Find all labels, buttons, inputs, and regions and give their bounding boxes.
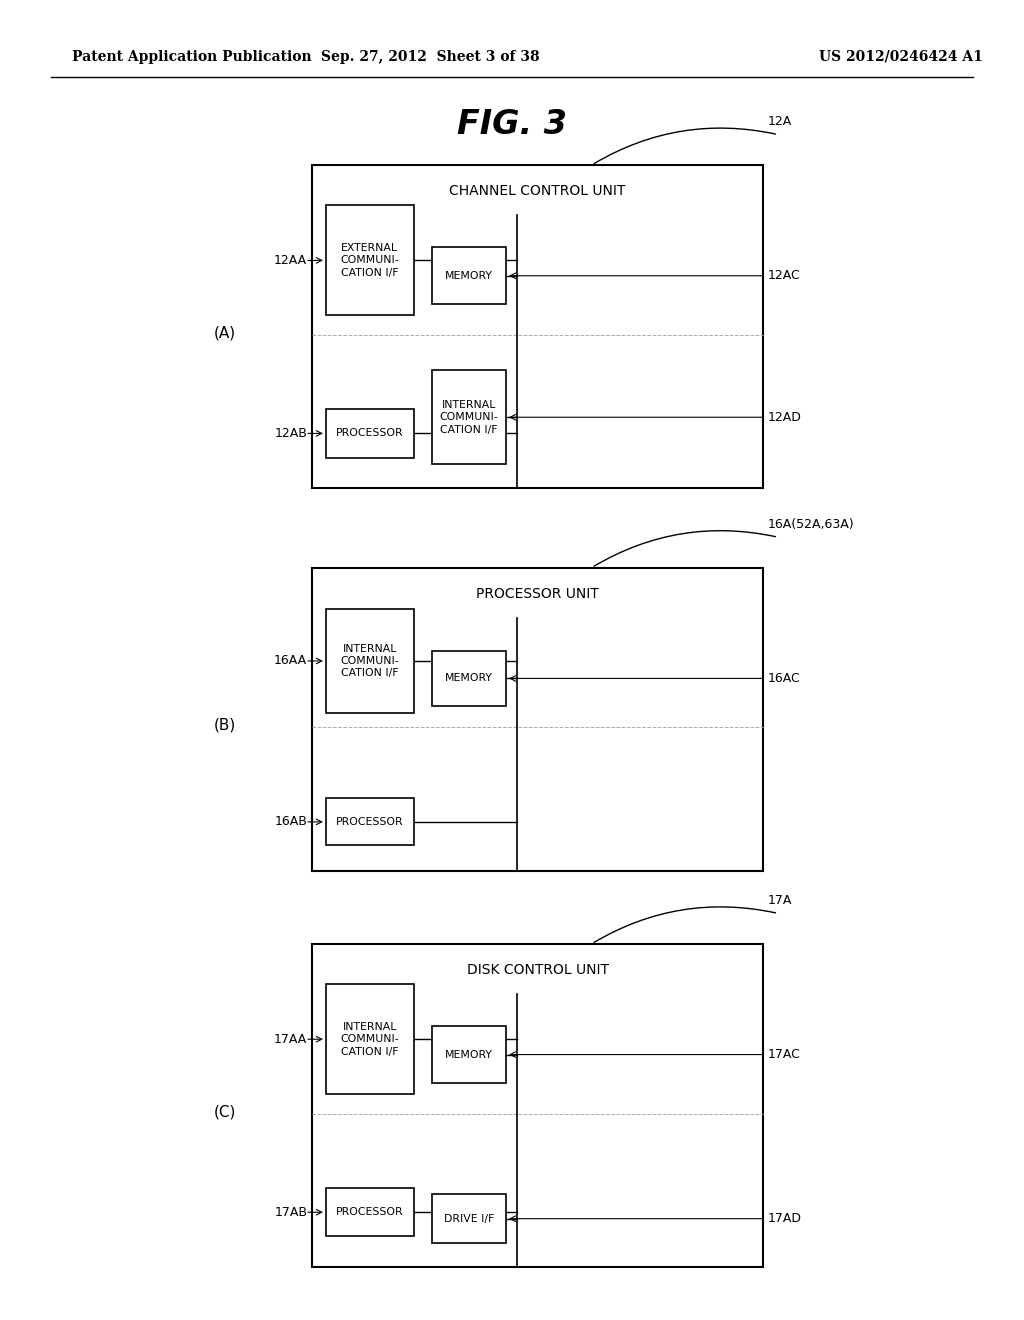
Bar	[432, 371, 506, 465]
Text: 16AC: 16AC	[768, 672, 801, 685]
Text: Sep. 27, 2012  Sheet 3 of 38: Sep. 27, 2012 Sheet 3 of 38	[321, 50, 540, 63]
Text: 16AA: 16AA	[274, 655, 307, 668]
Text: DRIVE I/F: DRIVE I/F	[443, 1213, 494, 1224]
Text: 17AC: 17AC	[768, 1048, 801, 1061]
Text: PROCESSOR: PROCESSOR	[336, 429, 403, 438]
Bar	[432, 1026, 506, 1082]
Bar	[312, 568, 763, 871]
Bar	[326, 206, 414, 315]
Text: 17AB: 17AB	[274, 1205, 307, 1218]
Text: INTERNAL
COMMUNI-
CATION I/F: INTERNAL COMMUNI- CATION I/F	[340, 644, 399, 678]
Text: 12AC: 12AC	[768, 269, 801, 282]
Text: (B): (B)	[214, 718, 237, 733]
Text: MEMORY: MEMORY	[445, 271, 493, 281]
Bar	[326, 985, 414, 1094]
Text: (A): (A)	[214, 326, 237, 341]
Text: 12A: 12A	[768, 115, 793, 128]
Bar	[326, 609, 414, 713]
Text: EXTERNAL
COMMUNI-
CATION I/F: EXTERNAL COMMUNI- CATION I/F	[340, 243, 399, 277]
Bar	[312, 165, 763, 488]
Bar	[312, 944, 763, 1267]
Text: PROCESSOR UNIT: PROCESSOR UNIT	[476, 587, 599, 601]
Text: Patent Application Publication: Patent Application Publication	[72, 50, 311, 63]
Text: 12AA: 12AA	[274, 253, 307, 267]
Text: US 2012/0246424 A1: US 2012/0246424 A1	[819, 50, 983, 63]
Text: PROCESSOR: PROCESSOR	[336, 1208, 403, 1217]
Text: 17AD: 17AD	[768, 1212, 802, 1225]
Bar	[326, 1188, 414, 1237]
Bar	[326, 409, 414, 458]
Bar	[432, 651, 506, 706]
Text: (C): (C)	[214, 1105, 237, 1119]
Text: MEMORY: MEMORY	[445, 1049, 493, 1060]
Bar	[326, 799, 414, 845]
Text: 17A: 17A	[768, 894, 793, 907]
Text: CHANNEL CONTROL UNIT: CHANNEL CONTROL UNIT	[450, 185, 626, 198]
Text: PROCESSOR: PROCESSOR	[336, 817, 403, 826]
Text: 12AB: 12AB	[274, 426, 307, 440]
Text: INTERNAL
COMMUNI-
CATION I/F: INTERNAL COMMUNI- CATION I/F	[340, 1022, 399, 1056]
Bar	[432, 1195, 506, 1243]
Text: INTERNAL
COMMUNI-
CATION I/F: INTERNAL COMMUNI- CATION I/F	[439, 400, 499, 434]
Text: MEMORY: MEMORY	[445, 673, 493, 684]
Text: 17AA: 17AA	[274, 1032, 307, 1045]
Text: 12AD: 12AD	[768, 411, 802, 424]
Text: FIG. 3: FIG. 3	[457, 107, 567, 140]
Text: 16A(52A,63A): 16A(52A,63A)	[768, 517, 855, 531]
Text: DISK CONTROL UNIT: DISK CONTROL UNIT	[467, 964, 608, 977]
Bar	[432, 247, 506, 304]
Text: 16AB: 16AB	[274, 816, 307, 829]
